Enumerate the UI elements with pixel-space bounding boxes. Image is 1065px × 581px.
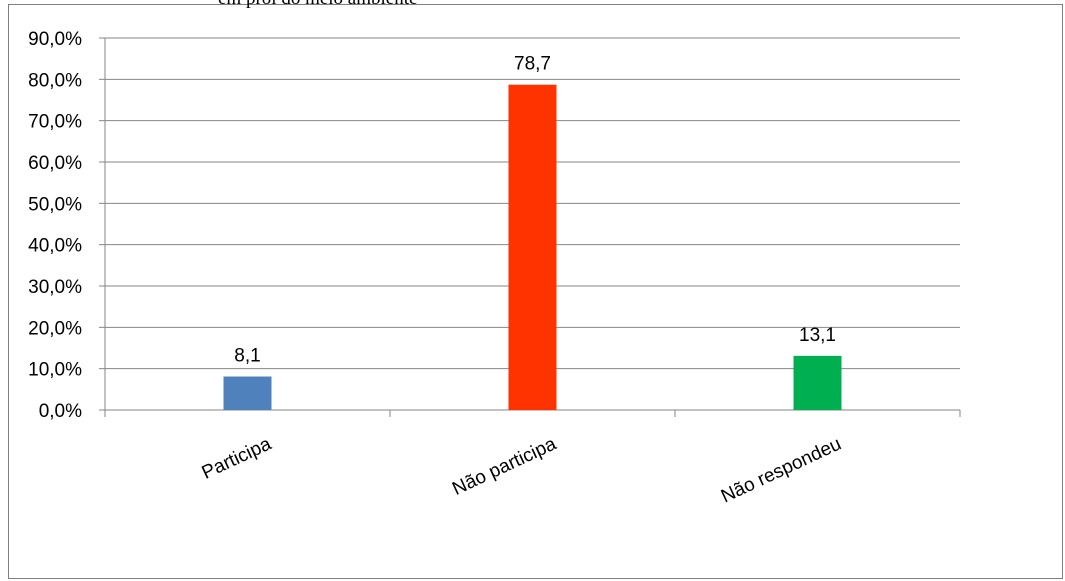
y-tick-label: 60,0% — [28, 153, 82, 174]
category-label: Não participa — [449, 433, 560, 500]
y-tick-label: 80,0% — [28, 70, 82, 91]
y-tick-label: 20,0% — [28, 318, 82, 339]
y-tick-label: 50,0% — [28, 194, 82, 215]
chart-title-fragment: em prol do meio ambiente — [218, 0, 417, 10]
category-label: Participa — [199, 433, 275, 483]
y-tick-label: 70,0% — [28, 112, 82, 133]
y-tick-label: 10,0% — [28, 360, 82, 381]
bar-3 — [793, 355, 842, 410]
y-tick-label: 0,0% — [39, 401, 82, 422]
data-label: 13,1 — [799, 325, 836, 346]
bar-1 — [223, 376, 272, 410]
category-label: Não respondeu — [718, 433, 845, 507]
data-label: 78,7 — [514, 54, 551, 75]
data-label: 8,1 — [234, 346, 260, 367]
y-tick-label: 30,0% — [28, 277, 82, 298]
bar-2 — [508, 84, 557, 410]
y-tick-label: 90,0% — [28, 29, 82, 50]
y-tick-label: 40,0% — [28, 236, 82, 257]
